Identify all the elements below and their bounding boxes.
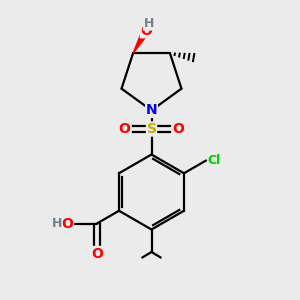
Text: O: O bbox=[140, 24, 152, 38]
Text: O: O bbox=[172, 122, 184, 136]
Text: N: N bbox=[146, 103, 157, 117]
Polygon shape bbox=[133, 29, 149, 53]
Text: H: H bbox=[143, 17, 154, 30]
Text: S: S bbox=[146, 122, 157, 136]
Text: O: O bbox=[61, 217, 73, 230]
Text: Cl: Cl bbox=[208, 154, 221, 167]
Text: O: O bbox=[118, 122, 130, 136]
Text: N: N bbox=[146, 103, 157, 117]
Text: H: H bbox=[52, 217, 62, 230]
Text: O: O bbox=[91, 247, 103, 260]
